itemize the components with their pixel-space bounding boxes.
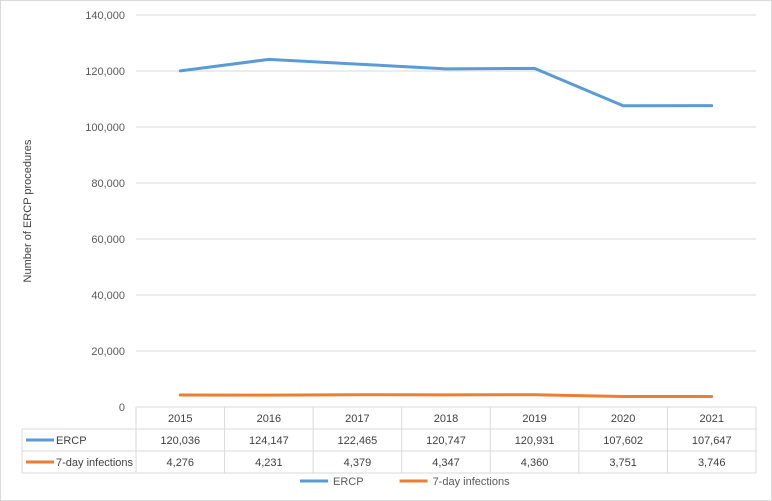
data-label: 120,036: [160, 435, 200, 447]
x-category-label: 2015: [168, 413, 192, 425]
data-table: 2015 2016 2017 2018 2019 2020 2021 ERCP 120,036 1…: [21, 406, 757, 474]
data-label: 3,751: [609, 457, 637, 469]
y-tick-label: 20,000: [91, 346, 125, 358]
y-tick-label: 60,000: [91, 234, 125, 246]
x-category-label: 2021: [699, 413, 723, 425]
data-label: 107,647: [692, 435, 732, 447]
y-tick-label: 140,000: [85, 10, 125, 22]
data-label: 107,602: [603, 435, 643, 447]
x-category-label: 2017: [345, 413, 369, 425]
series-line: [178, 393, 714, 399]
x-category-label: 2019: [522, 413, 546, 425]
data-label: 122,465: [338, 435, 378, 447]
legend-label: 7-day infections: [433, 476, 511, 488]
data-label: 124,147: [249, 435, 289, 447]
y-tick-label: 120,000: [85, 66, 125, 78]
data-label: 4,231: [255, 457, 283, 469]
table-series-name: ERCP: [56, 435, 87, 447]
data-label: 120,931: [515, 435, 555, 447]
y-tick-label: 40,000: [91, 290, 125, 302]
y-tick-label: 80,000: [91, 178, 125, 190]
x-category-label: 2018: [434, 413, 458, 425]
legend: ERCP 7-day infections: [300, 476, 510, 488]
y-tick-label: 0: [119, 402, 125, 414]
plot-lines: [178, 57, 714, 399]
gridlines: [136, 14, 756, 352]
data-label: 4,276: [167, 457, 195, 469]
data-label: 4,360: [521, 457, 549, 469]
data-label: 120,747: [426, 435, 466, 447]
x-category-label: 2020: [611, 413, 635, 425]
table-series-name: 7-day infections: [56, 457, 134, 469]
y-axis-title: Number of ERCP procedures: [22, 139, 34, 282]
legend-label: ERCP: [333, 476, 364, 488]
x-category-label: 2016: [257, 413, 281, 425]
data-label: 3,746: [698, 457, 726, 469]
y-axis-tick-labels: 0 20,000 40,000 60,000 80,000 100,000 120,000 1…: [85, 10, 125, 414]
y-tick-label: 100,000: [85, 122, 125, 134]
data-label: 4,379: [344, 457, 372, 469]
data-label: 4,347: [432, 457, 460, 469]
